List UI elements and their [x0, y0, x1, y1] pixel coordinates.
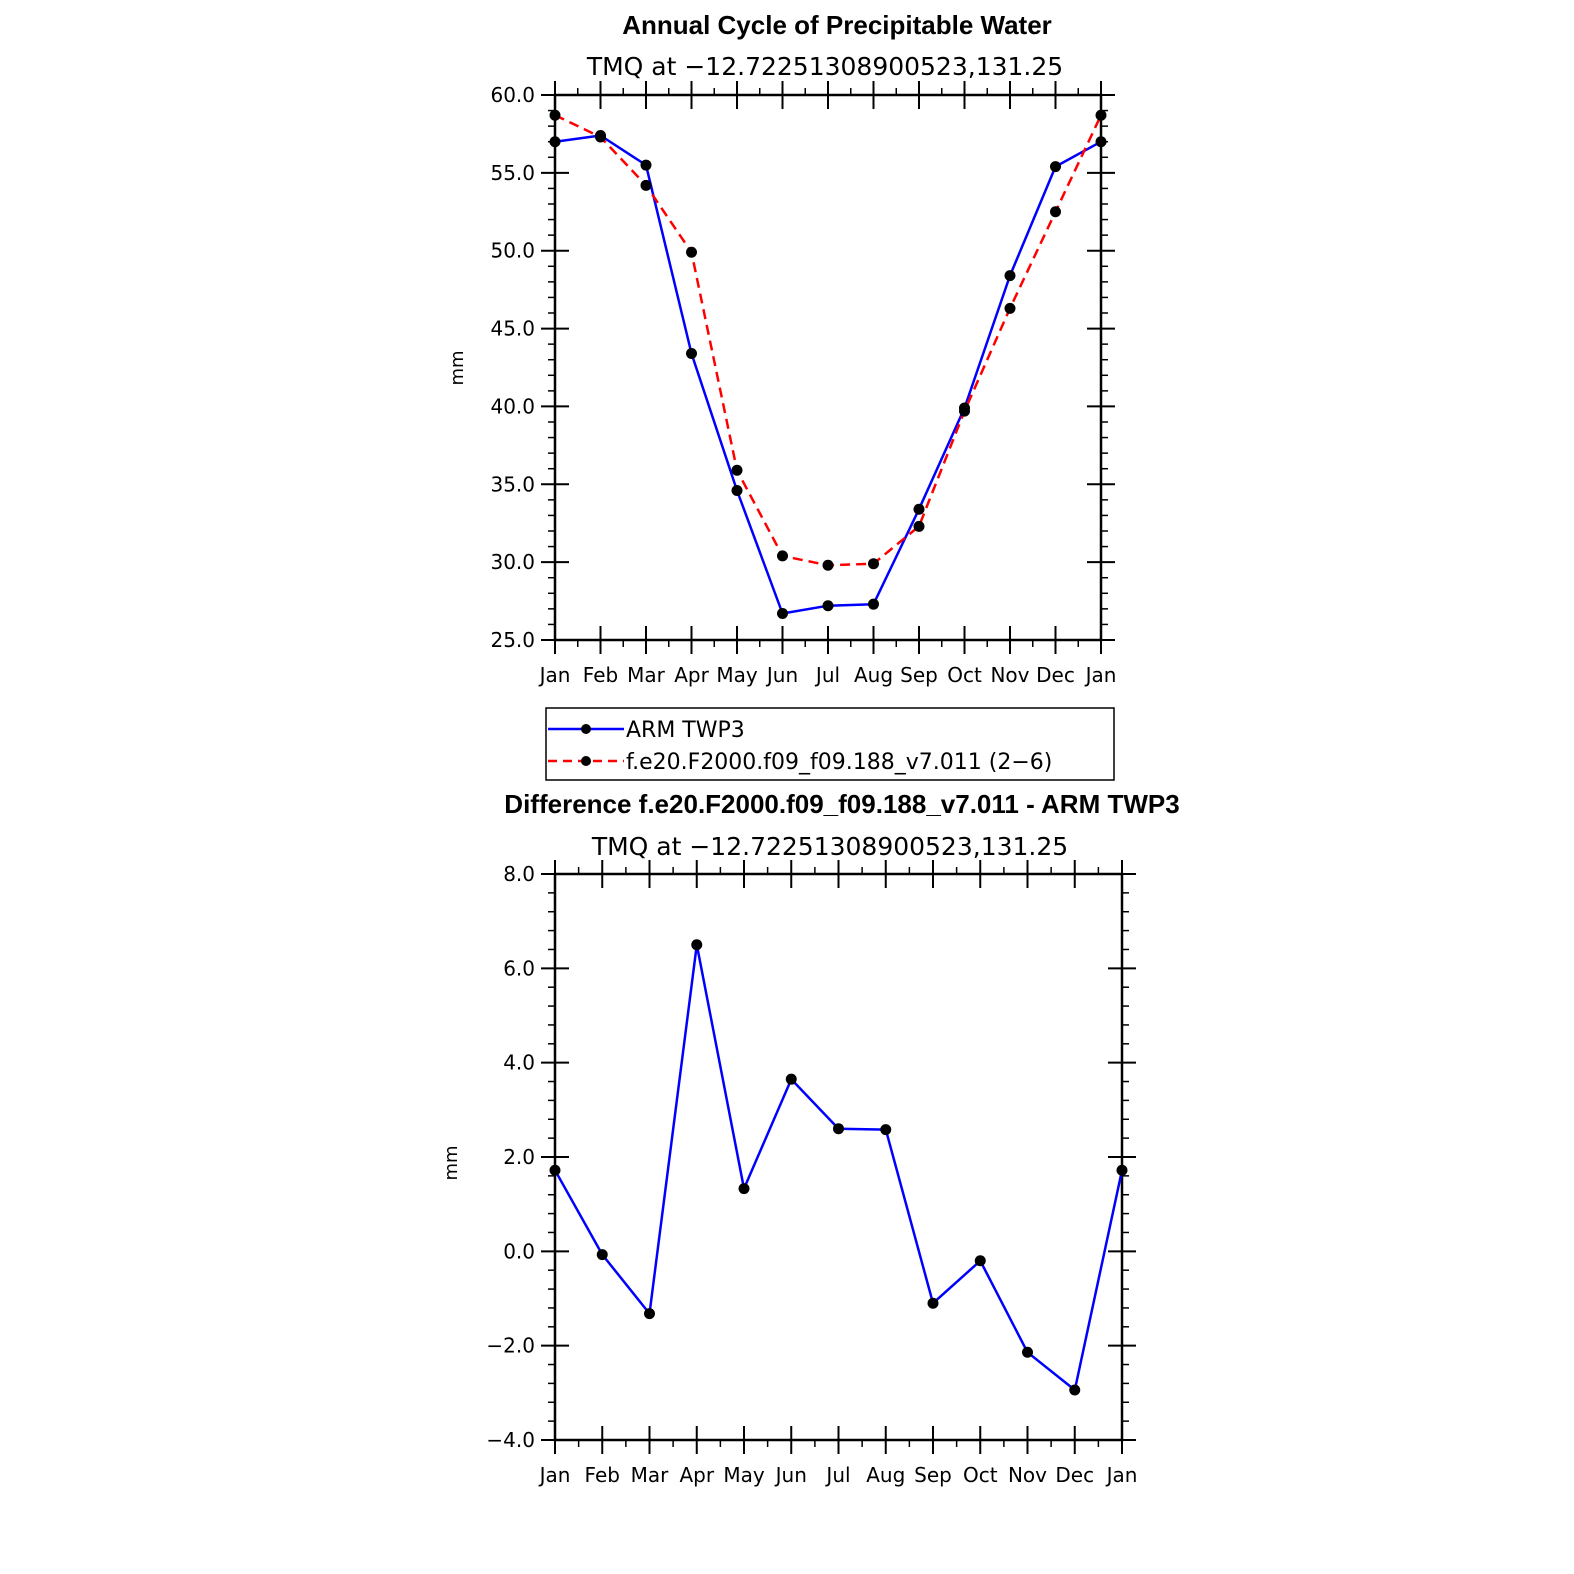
- legend-label-model: f.e20.F2000.f09_f09.188_v7.011 (2−6): [626, 750, 1052, 775]
- bottom-chart-title: Difference f.e20.F2000.f09_f09.188_v7.01…: [504, 789, 1179, 819]
- top-chart-series-0-point: [777, 608, 788, 620]
- top-chart-subtitle: TMQ at −12.72251308900523,131.25: [586, 52, 1063, 81]
- bottom-chart-series-0-point: [549, 1164, 561, 1176]
- bottom-chart-xtick-label: Feb: [585, 1463, 620, 1487]
- bottom-chart-series-0-point: [833, 1123, 844, 1135]
- top-chart-ytick-label: 25.0: [490, 628, 535, 652]
- bottom-chart-xtick-label: Apr: [679, 1463, 714, 1487]
- bottom-chart-xtick-label: Jun: [774, 1463, 807, 1487]
- top-chart-ytick-label: 55.0: [490, 161, 535, 185]
- top-chart-series-1-point: [640, 179, 652, 191]
- bottom-chart-series-0-point: [1022, 1346, 1033, 1358]
- top-chart-series-0-point: [686, 347, 697, 359]
- top-chart-ylabel: mm: [447, 350, 468, 385]
- bottom-chart-xtick-label: Aug: [866, 1463, 905, 1487]
- bottom-chart-xtick-label: Sep: [914, 1463, 952, 1487]
- top-chart-series-1-point: [549, 109, 561, 121]
- legend-label-arm: ARM TWP3: [626, 718, 745, 743]
- bottom-chart-series-0-point: [927, 1297, 939, 1309]
- top-chart-series-1-point: [913, 520, 925, 532]
- bottom-chart-series-0-point: [974, 1255, 986, 1267]
- top-chart-series-1-point: [777, 550, 788, 562]
- top-chart-ytick-label: 45.0: [490, 317, 535, 341]
- top-chart-series-1-point: [731, 464, 743, 476]
- top-chart-series-1-point: [868, 558, 879, 570]
- top-chart-xtick-label: Jan: [538, 663, 571, 687]
- bottom-chart-subtitle: TMQ at −12.72251308900523,131.25: [591, 832, 1068, 861]
- top-chart-series-1-point: [686, 246, 697, 258]
- top-chart-ytick-label: 30.0: [490, 550, 535, 574]
- bottom-chart-series-0-point: [691, 939, 703, 951]
- bottom-chart-series-0-point: [644, 1308, 655, 1320]
- top-chart-series-1-line: [554, 114, 1103, 567]
- legend-marker-arm: [581, 724, 591, 734]
- bottom-chart-xtick-label: May: [723, 1463, 765, 1487]
- bottom-chart-ytick-label: 6.0: [503, 956, 535, 980]
- top-chart-series-0-point: [549, 136, 561, 148]
- bottom-chart-ytick-label: −2.0: [486, 1334, 535, 1358]
- top-chart-series-0-line: [554, 134, 1102, 615]
- bottom-chart-xtick-label: Jan: [1105, 1463, 1138, 1487]
- top-chart-xtick-label: May: [716, 663, 758, 687]
- bottom-chart-xtick-label: Oct: [963, 1463, 998, 1487]
- top-chart-xtick-label: Jan: [1084, 663, 1117, 687]
- top-chart-series-1-point: [1004, 302, 1016, 314]
- top-chart-ytick-label: 40.0: [490, 394, 535, 418]
- bottom-chart-plot-area: Jan Feb Mar Apr May Jun Jul Aug Sep Oct Nov Dec Jan−…: [486, 860, 1137, 1487]
- legend: ARM TWP3 f.e20.F2000.f09_f09.188_v7.011 …: [545, 707, 1115, 781]
- legend-marker-model: [581, 756, 591, 766]
- bottom-chart-series-0-point: [1116, 1164, 1128, 1176]
- top-chart-xtick-label: Aug: [854, 663, 893, 687]
- top-chart-title: Annual Cycle of Precipitable Water: [622, 10, 1052, 40]
- bottom-chart-xtick-label: Jan: [538, 1463, 571, 1487]
- top-chart-xtick-label: Mar: [627, 663, 666, 687]
- legend-box: [545, 707, 1115, 781]
- bottom-chart-series-0-point: [596, 1249, 608, 1261]
- top-chart-xtick-label: Feb: [583, 663, 618, 687]
- top-chart-series-1-point: [1050, 206, 1061, 218]
- bottom-chart-ytick-label: −4.0: [486, 1428, 535, 1452]
- top-chart-series-1-point: [1095, 109, 1107, 121]
- bottom-chart-series-0-point: [785, 1073, 797, 1085]
- top-chart-xtick-label: Sep: [900, 663, 938, 687]
- top-chart-xtick-label: Jul: [814, 663, 840, 687]
- top-chart-series-0-point: [1004, 270, 1016, 282]
- top-chart-plot-area: Jan Feb Mar Apr May Jun Jul Aug Sep Oct Nov Dec Jan2…: [490, 81, 1116, 687]
- bottom-chart-series-0-point: [880, 1124, 892, 1136]
- bottom-chart-ylabel: mm: [441, 1145, 462, 1180]
- bottom-chart-ytick-label: 2.0: [503, 1145, 535, 1169]
- bottom-chart-frame: [553, 872, 1124, 1442]
- top-chart-series-0-point: [913, 503, 925, 515]
- top-chart-xtick-label: Apr: [674, 663, 709, 687]
- bottom-chart-ytick-label: 8.0: [503, 862, 535, 886]
- top-chart-xtick-label: Oct: [947, 663, 982, 687]
- top-chart-series-0-point: [822, 600, 834, 612]
- top-chart-ytick-label: 35.0: [490, 472, 535, 496]
- bottom-chart-xtick-label: Nov: [1008, 1463, 1047, 1487]
- top-chart-series-1-point: [822, 559, 834, 571]
- bottom-chart-xtick-label: Jul: [824, 1463, 850, 1487]
- top-chart-xtick-label: Jun: [765, 663, 798, 687]
- bottom-chart-series-0-line: [553, 943, 1124, 1392]
- top-chart-series-0-point: [868, 598, 879, 610]
- bottom-chart-series-0-point: [738, 1183, 750, 1195]
- top-chart-series-0-point: [1095, 136, 1107, 148]
- bottom-chart-series-0-point: [1069, 1384, 1081, 1396]
- top-chart-xtick-label: Nov: [990, 663, 1029, 687]
- bottom-chart-ytick-label: 4.0: [503, 1051, 535, 1075]
- top-chart-ytick-label: 50.0: [490, 239, 535, 263]
- top-chart-series-1-point: [595, 131, 606, 143]
- top-chart-xtick-label: Dec: [1036, 663, 1075, 687]
- bottom-chart-xtick-label: Dec: [1055, 1463, 1094, 1487]
- top-chart-series-0-point: [1050, 161, 1061, 173]
- top-chart-series-0-point: [731, 485, 743, 497]
- top-chart-series-1-point: [959, 405, 970, 417]
- bottom-chart-ytick-label: 0.0: [503, 1239, 535, 1263]
- top-chart-ytick-label: 60.0: [490, 83, 535, 107]
- bottom-chart-xtick-label: Mar: [631, 1463, 670, 1487]
- top-chart-series-0-point: [640, 159, 652, 171]
